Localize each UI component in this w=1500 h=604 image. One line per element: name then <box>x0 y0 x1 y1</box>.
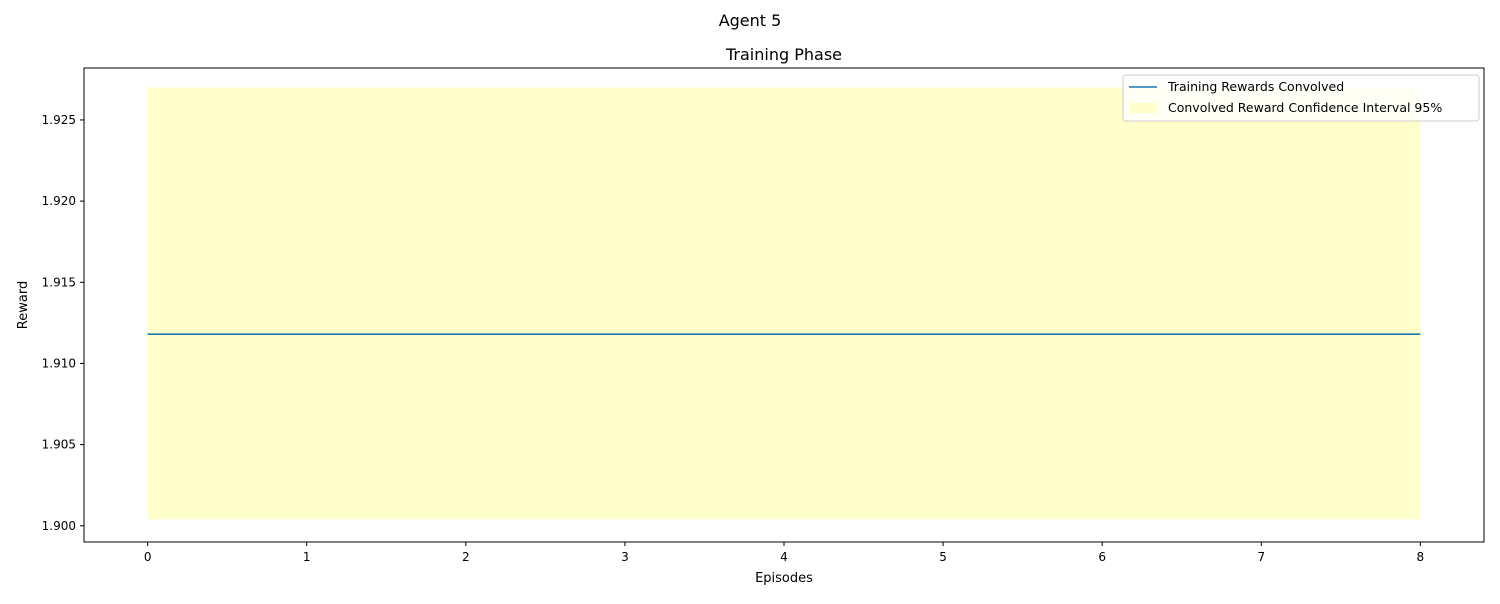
chart-legend: Training Rewards Convolved Convolved Rewa… <box>1122 74 1480 122</box>
y-axis-label: Reward <box>16 281 31 329</box>
confidence-band-layer <box>147 87 1421 520</box>
x-axis-label: Episodes <box>755 571 813 586</box>
legend-box <box>1122 74 1480 122</box>
x-axis-ticks: 0 1 2 3 4 5 6 7 8 <box>144 542 1424 564</box>
x-tick-label: 2 <box>462 550 470 564</box>
y-tick-label: 1.910 <box>42 356 76 370</box>
y-tick-label: 1.920 <box>42 194 76 208</box>
y-axis-ticks: 1.900 1.905 1.910 1.915 1.920 1.925 <box>42 113 84 533</box>
y-tick-label: 1.905 <box>42 438 76 452</box>
x-tick-label: 3 <box>621 550 629 564</box>
confidence-band <box>147 87 1421 520</box>
x-tick-label: 4 <box>780 550 788 564</box>
legend-entry-label: Training Rewards Convolved <box>1167 79 1344 94</box>
y-tick-label: 1.900 <box>42 519 76 533</box>
legend-entry-label: Convolved Reward Confidence Interval 95% <box>1168 100 1442 115</box>
x-tick-label: 6 <box>1098 550 1106 564</box>
x-tick-label: 7 <box>1257 550 1265 564</box>
figure-suptitle: Agent 5 <box>719 11 782 30</box>
legend-swatch-band <box>1129 103 1157 113</box>
y-tick-label: 1.915 <box>42 275 76 289</box>
x-tick-label: 8 <box>1417 550 1425 564</box>
x-tick-label: 5 <box>939 550 947 564</box>
x-tick-label: 0 <box>144 550 152 564</box>
y-tick-label: 1.925 <box>42 113 76 127</box>
x-tick-label: 1 <box>303 550 311 564</box>
chart-title: Training Phase <box>725 45 842 64</box>
